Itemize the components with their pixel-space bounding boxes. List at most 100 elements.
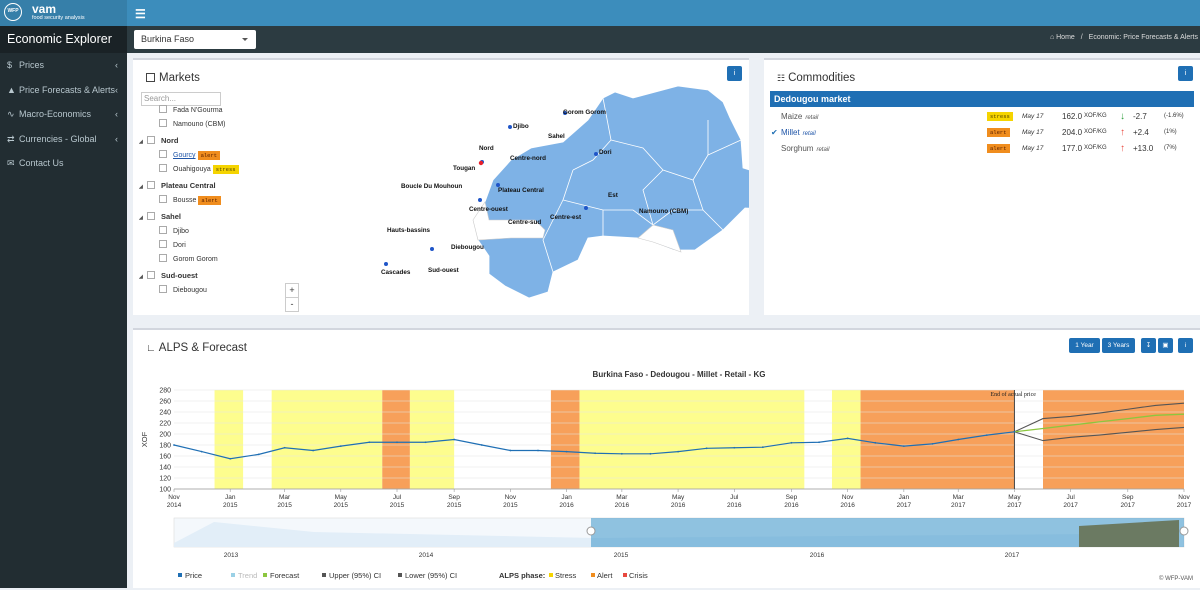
price-point[interactable]	[200, 450, 203, 453]
price-point[interactable]	[790, 441, 793, 444]
price-point[interactable]	[424, 441, 427, 444]
price-point[interactable]	[565, 450, 568, 453]
tree-market[interactable]: Dori	[139, 239, 239, 253]
tree-market[interactable]: Gorom Gorom	[139, 253, 239, 267]
market-marker[interactable]	[478, 198, 482, 202]
tree-market[interactable]: Djibo	[139, 225, 239, 239]
market-checkbox[interactable]	[159, 195, 167, 203]
price-point[interactable]	[733, 446, 736, 449]
price-point[interactable]	[620, 452, 623, 455]
tree-market[interactable]: Gourcy alert	[139, 149, 239, 163]
market-marker[interactable]	[584, 206, 588, 210]
price-point[interactable]	[480, 444, 483, 446]
market-marker[interactable]	[563, 111, 567, 115]
sidebar-item-macro-economics[interactable]: ∿ Macro-Economics ‹	[0, 102, 127, 127]
upper-ci-line[interactable]	[1014, 402, 1185, 433]
price-point[interactable]	[761, 446, 764, 449]
price-point[interactable]	[985, 434, 988, 436]
market-marker[interactable]	[496, 183, 500, 187]
tree-market[interactable]: Bousse alert	[139, 194, 239, 208]
market-checkbox[interactable]	[159, 150, 167, 158]
market-checkbox[interactable]	[159, 119, 167, 127]
tree-market[interactable]: Ouahigouya stress	[139, 163, 239, 177]
market-checkbox[interactable]	[159, 254, 167, 262]
group-checkbox[interactable]	[147, 181, 155, 189]
price-point[interactable]	[368, 441, 371, 444]
commodity-row-millet[interactable]: ✔ Millet retail alert May 17 204.0 XOF/KG ↑ +2.4…	[770, 125, 1194, 140]
tree-market[interactable]: Fada N'Gourma	[139, 104, 239, 118]
price-point[interactable]	[957, 438, 960, 441]
tree-group[interactable]: ◢ Nord	[139, 132, 239, 149]
breadcrumb-home[interactable]: Home	[1056, 34, 1075, 41]
price-point[interactable]	[594, 452, 597, 455]
price-point[interactable]	[312, 449, 315, 452]
price-point[interactable]	[283, 446, 286, 449]
navigator-left-handle[interactable]	[586, 526, 596, 536]
lower-ci-line[interactable]	[1014, 426, 1185, 442]
commodity-name[interactable]: Sorghum retail	[781, 141, 829, 158]
zoom-out-button[interactable]: -	[290, 299, 294, 309]
price-point[interactable]	[902, 445, 905, 447]
download-button[interactable]: ↧	[1141, 338, 1156, 353]
price-point[interactable]	[339, 445, 342, 447]
wfp-vam-logo[interactable]: WFP vam food security analysis	[0, 0, 127, 26]
legend-item[interactable]: Price	[185, 571, 202, 580]
alps-forecast-chart[interactable]: 100 120 140 160 180 200 220 240 260 280 XOF Burkina…	[133, 330, 1200, 590]
zoom-in-button[interactable]: +	[286, 284, 298, 298]
tree-group[interactable]: ◢ Sud-ouest	[139, 267, 239, 284]
legend-item[interactable]: Forecast	[270, 571, 300, 580]
tree-market[interactable]: Diebougou	[139, 284, 239, 298]
price-point[interactable]	[229, 457, 232, 460]
market-checkbox[interactable]	[159, 240, 167, 248]
legend-item[interactable]: Upper (95%) CI	[329, 571, 381, 580]
region-hauts-bassins-nodata[interactable]	[472, 201, 546, 241]
tree-group[interactable]: ◢ Sahel	[139, 208, 239, 225]
legend-item[interactable]: Trend	[238, 571, 257, 580]
sidebar-item-price-forecasts-alerts[interactable]: ▲ Price Forecasts & Alerts ‹	[0, 78, 127, 103]
price-point[interactable]	[931, 443, 934, 445]
price-point[interactable]	[257, 453, 260, 456]
price-point[interactable]	[453, 438, 456, 441]
market-search-input[interactable]: Search...	[141, 92, 221, 106]
legend-item[interactable]: Lower (95%) CI	[405, 571, 457, 580]
price-point[interactable]	[1013, 430, 1016, 433]
tree-group[interactable]: ◢ Plateau Central	[139, 177, 239, 194]
price-point[interactable]	[677, 450, 679, 453]
one-year-button[interactable]: 1 Year	[1069, 338, 1100, 353]
price-point[interactable]	[705, 447, 708, 450]
price-point[interactable]	[537, 449, 539, 452]
sidebar-item-prices[interactable]: $ Prices ‹	[0, 53, 127, 78]
price-point[interactable]	[396, 441, 398, 444]
markets-info-button[interactable]: i	[727, 66, 742, 81]
collapse-triangle-icon[interactable]: ◢	[139, 184, 143, 190]
commodity-row-maize[interactable]: Maize retail stress May 17 162.0 XOF/KG ↓ -2.7 (…	[770, 109, 1194, 124]
forecast-line[interactable]	[1014, 413, 1185, 433]
group-checkbox[interactable]	[147, 271, 155, 279]
collapse-triangle-icon[interactable]: ◢	[139, 215, 143, 221]
export-button[interactable]: ▣	[1158, 338, 1173, 353]
market-checkbox[interactable]	[159, 164, 167, 172]
sidebar-item-contact-us[interactable]: ✉ Contact Us	[0, 151, 127, 176]
burkina-faso-map[interactable]: Gorom Gorom Djibo Sahel Nord Dori Centre-nord…	[133, 60, 749, 317]
phase-legend-item[interactable]: Alert	[597, 571, 613, 580]
navigator-right-handle[interactable]	[1179, 526, 1189, 536]
sidebar-item-currencies-global[interactable]: ⇄ Currencies - Global ‹	[0, 127, 127, 152]
commodities-info-button[interactable]: i	[1178, 66, 1193, 81]
commodity-name[interactable]: Millet retail	[781, 125, 816, 142]
phase-legend-item[interactable]: Crisis	[629, 571, 648, 580]
three-years-button[interactable]: 3 Years	[1102, 338, 1135, 353]
market-marker[interactable]	[508, 125, 512, 129]
market-marker[interactable]	[430, 247, 434, 251]
price-point[interactable]	[509, 449, 512, 452]
country-select[interactable]: Burkina Faso	[134, 30, 256, 49]
market-checkbox[interactable]	[159, 226, 167, 234]
price-point[interactable]	[874, 441, 877, 444]
country-shape[interactable]	[472, 85, 749, 299]
price-point[interactable]	[818, 441, 820, 444]
tree-market-label[interactable]: Gourcy	[173, 152, 196, 159]
sidebar-toggle-hamburger-icon[interactable]: ☰	[135, 7, 146, 21]
market-checkbox[interactable]	[159, 105, 167, 113]
phase-legend-item[interactable]: Stress	[555, 571, 577, 580]
price-point[interactable]	[173, 444, 175, 446]
collapse-triangle-icon[interactable]: ◢	[139, 274, 143, 280]
